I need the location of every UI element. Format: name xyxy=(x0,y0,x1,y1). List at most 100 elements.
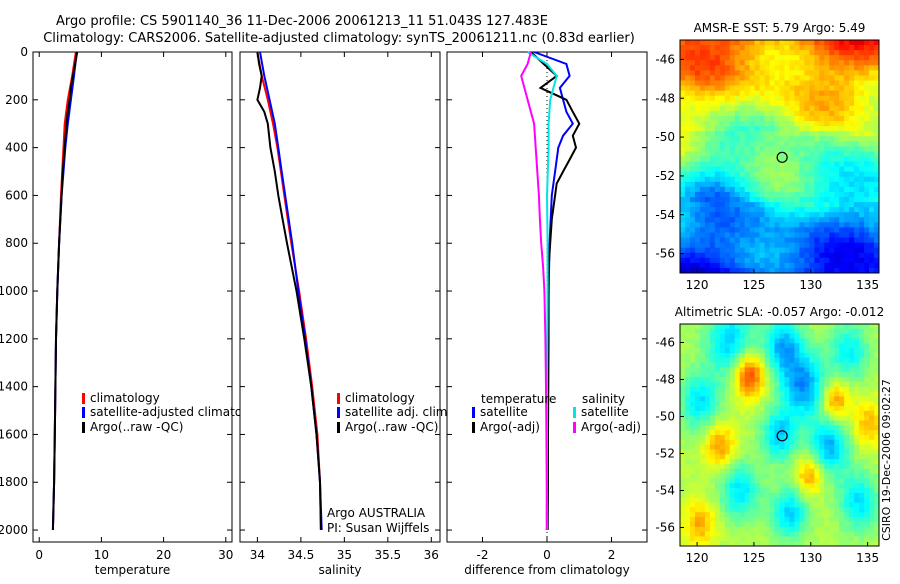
sla_map-cell xyxy=(744,401,751,407)
sst_map-cell xyxy=(680,75,686,82)
sst_map-cell xyxy=(849,202,855,208)
sst_map-cell xyxy=(769,232,776,239)
sst_map-cell xyxy=(734,110,741,117)
sst_map-cell xyxy=(824,156,830,163)
sst_map-cell xyxy=(764,257,771,264)
sla_map-cell xyxy=(769,435,776,441)
sla_map-cell xyxy=(799,420,805,426)
sst_map-cell xyxy=(809,156,815,163)
sst_map-cell xyxy=(784,176,791,183)
sla_map-cell xyxy=(714,444,721,451)
sla_map-cell xyxy=(804,381,810,388)
sst_map-cell xyxy=(749,171,756,178)
sla_map-cell xyxy=(794,463,800,470)
sla_map-cell xyxy=(734,435,741,441)
sla_map-cell xyxy=(754,343,761,349)
sla_map-cell xyxy=(744,420,751,426)
sst_map-cell xyxy=(794,247,800,254)
sla_map-cell xyxy=(704,517,711,523)
sla_map-cell xyxy=(769,444,776,451)
sla_map-cell xyxy=(824,381,830,388)
sst_map-cell xyxy=(779,151,786,158)
sla_map-cell xyxy=(699,526,706,533)
sla_map-cell xyxy=(854,463,860,470)
sla_map-cell xyxy=(724,372,731,378)
sst_map-cell xyxy=(819,156,825,163)
sst_map-cell xyxy=(749,191,756,198)
sla_map-cell xyxy=(744,517,751,523)
sst_map-cell xyxy=(819,267,825,273)
sst_map-cell xyxy=(824,151,830,158)
sst_map-cell xyxy=(704,217,711,223)
sst_map-cell xyxy=(709,80,716,87)
sla_map-cell xyxy=(869,343,875,349)
sla_map-cell xyxy=(764,517,771,523)
temperature-ytick-label: 600 xyxy=(5,188,28,202)
sst_map-cell xyxy=(734,136,741,142)
temperature-ytick-label: 1400 xyxy=(0,380,28,394)
sla_map-cell xyxy=(789,352,796,359)
sst_map-cell xyxy=(724,75,731,82)
sst_map-cell xyxy=(739,222,746,229)
sst_map-cell xyxy=(874,70,879,77)
sla_map-cell xyxy=(729,507,736,513)
sla_map-cell xyxy=(749,531,756,537)
sla_map-cell xyxy=(799,449,805,455)
sst_map-cell xyxy=(754,222,761,229)
sst_map-cell xyxy=(854,176,860,183)
sla_map-cell xyxy=(814,536,820,542)
sla_map-cell xyxy=(729,512,736,518)
sla_map-cell xyxy=(819,324,825,330)
sla_map-cell xyxy=(769,391,776,397)
sst_map-cell xyxy=(844,202,850,208)
sst_map-cell xyxy=(749,237,756,244)
sst_map-cell xyxy=(774,115,781,122)
sla_map-cell xyxy=(804,357,810,364)
sla_map-cell xyxy=(714,435,721,441)
sla_map-cell xyxy=(739,425,746,431)
sla_map-cell xyxy=(859,454,865,460)
sla_map-cell xyxy=(754,521,761,528)
sla_map-cell xyxy=(804,324,810,330)
sst_map-cell xyxy=(684,161,691,168)
sla_map-cell xyxy=(680,352,686,359)
sst_map-cell xyxy=(809,202,815,208)
sst_map-cell xyxy=(779,60,786,66)
sla_map-cell xyxy=(834,367,840,373)
sla_map-cell xyxy=(689,468,696,475)
sst_map-cell xyxy=(814,262,820,269)
sla_map-cell xyxy=(844,473,850,480)
sst_map-cell xyxy=(804,85,810,92)
sla_map-cell xyxy=(799,488,805,494)
sst_map-cell xyxy=(699,212,706,218)
sla_map-cell xyxy=(829,459,835,465)
sla_map-cell xyxy=(874,372,879,378)
sla_map-cell xyxy=(704,430,711,436)
sst_map-cell xyxy=(799,247,805,254)
sla_map-cell xyxy=(849,473,855,480)
sla_map-cell xyxy=(799,531,805,537)
sla_map-cell xyxy=(839,357,845,364)
sla_map-cell xyxy=(864,362,870,369)
sla_map-cell xyxy=(689,386,696,393)
sla_map-cell xyxy=(839,348,845,354)
sst_map-cell xyxy=(784,136,791,142)
sst_map-cell xyxy=(749,257,756,264)
sst_map-cell xyxy=(759,181,766,188)
sst_map-cell xyxy=(769,202,776,208)
sla_map-cell xyxy=(784,468,791,475)
sst_map-cell xyxy=(684,262,691,269)
sla_map-cell xyxy=(859,536,865,542)
sst_map-cell xyxy=(844,65,850,71)
sla_map-cell xyxy=(874,507,879,513)
sst_map-cell xyxy=(759,242,766,249)
sst_map-cell xyxy=(709,171,716,178)
sst_map-cell xyxy=(779,40,786,46)
sla_map-cell xyxy=(819,415,825,422)
sla_map-cell xyxy=(764,526,771,533)
sst_map-cell xyxy=(734,237,741,244)
sla_map-cell xyxy=(719,536,726,542)
sla_map-cell xyxy=(779,430,786,436)
sst_map-cell xyxy=(829,227,835,234)
sst_map-cell xyxy=(759,136,766,142)
